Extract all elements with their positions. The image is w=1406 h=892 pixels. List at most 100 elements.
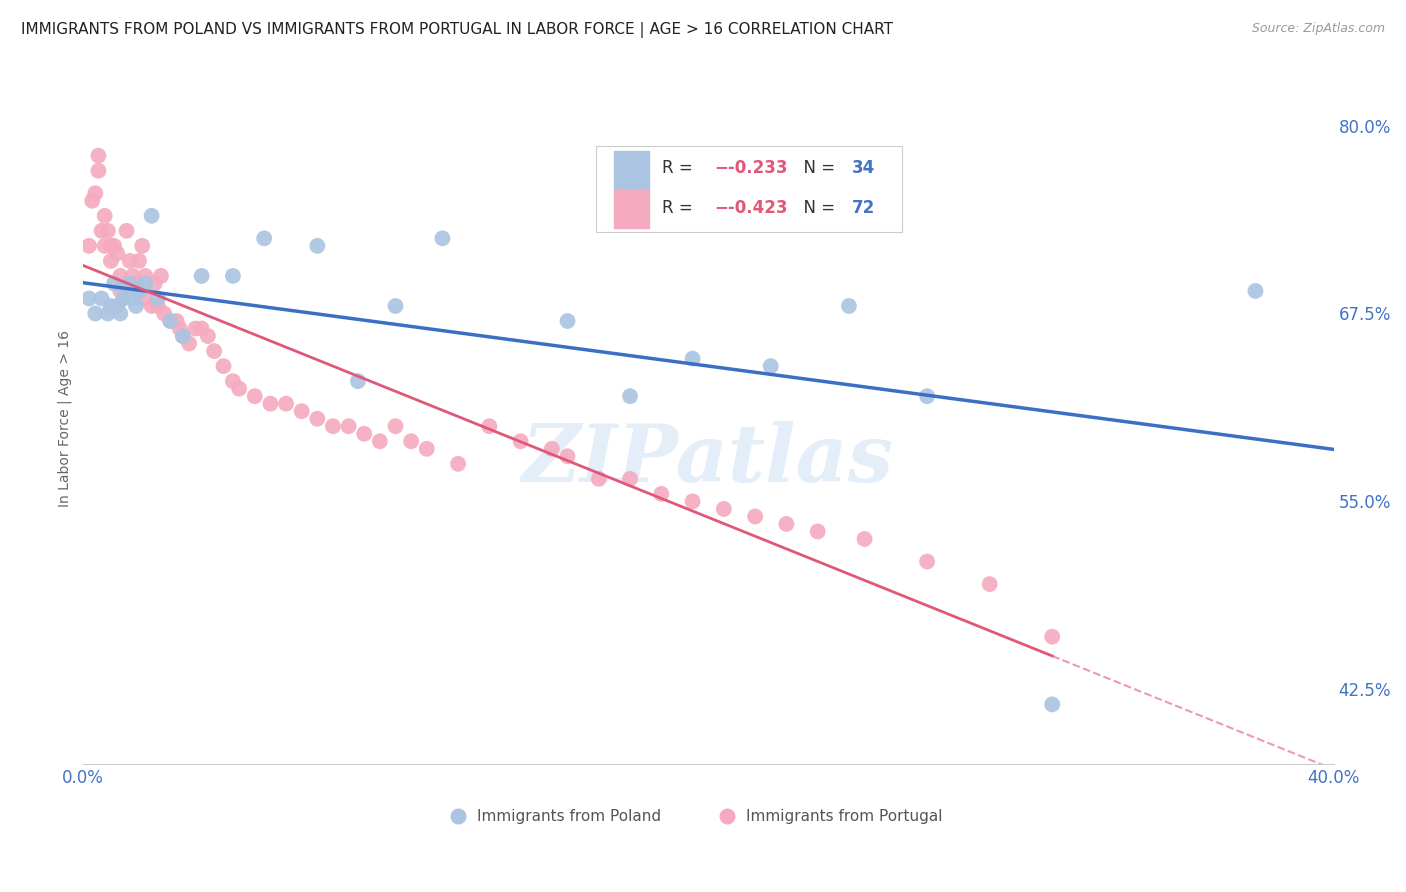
Bar — [614, 190, 650, 228]
Point — [97, 306, 120, 320]
Point — [93, 239, 115, 253]
Point — [103, 239, 125, 253]
Point — [115, 284, 138, 298]
Point — [228, 382, 250, 396]
Text: Source: ZipAtlas.com: Source: ZipAtlas.com — [1251, 22, 1385, 36]
Point — [541, 442, 564, 456]
Point — [112, 292, 135, 306]
Point — [307, 411, 329, 425]
Point — [197, 329, 219, 343]
Point — [121, 268, 143, 283]
Point — [143, 277, 166, 291]
Point — [118, 253, 141, 268]
Point — [121, 292, 143, 306]
Point — [128, 253, 150, 268]
Point — [478, 419, 501, 434]
Point — [432, 231, 454, 245]
Point — [134, 292, 156, 306]
Point — [253, 231, 276, 245]
Text: N =: N = — [793, 159, 841, 177]
Point — [169, 321, 191, 335]
Point — [274, 397, 297, 411]
Point — [190, 268, 212, 283]
Point — [131, 239, 153, 253]
Point — [222, 268, 245, 283]
Point — [159, 314, 181, 328]
Point — [222, 374, 245, 388]
Point — [557, 314, 579, 328]
Point — [146, 292, 169, 306]
Point — [110, 284, 132, 298]
Point — [134, 268, 156, 283]
Text: R =: R = — [662, 159, 697, 177]
Text: −-0.423: −-0.423 — [714, 199, 787, 217]
Point — [105, 299, 128, 313]
Point — [110, 268, 132, 283]
Point — [87, 149, 110, 163]
Point — [100, 239, 122, 253]
Point — [184, 321, 207, 335]
Point — [509, 434, 531, 449]
Text: 72: 72 — [852, 199, 876, 217]
Point — [1040, 698, 1063, 712]
Point — [447, 457, 470, 471]
Point — [77, 292, 100, 306]
Text: ZIPatlas: ZIPatlas — [522, 421, 894, 499]
Point — [105, 246, 128, 260]
Y-axis label: In Labor Force | Age > 16: In Labor Force | Age > 16 — [58, 330, 72, 508]
Point — [557, 450, 579, 464]
Point — [82, 194, 104, 208]
Point — [807, 524, 830, 539]
Point — [134, 277, 156, 291]
Point — [979, 577, 1001, 591]
Point — [744, 509, 766, 524]
Point — [115, 277, 138, 291]
Point — [100, 299, 122, 313]
Point — [93, 209, 115, 223]
Point — [90, 224, 112, 238]
Point — [149, 268, 172, 283]
Point — [212, 359, 235, 373]
Point — [128, 284, 150, 298]
Point — [141, 209, 163, 223]
Point — [115, 224, 138, 238]
Point — [97, 224, 120, 238]
Point — [775, 516, 797, 531]
Point — [838, 299, 860, 313]
Point — [347, 374, 370, 388]
Point — [915, 555, 938, 569]
Point — [682, 494, 704, 508]
Point — [100, 253, 122, 268]
Point — [322, 419, 344, 434]
Point — [90, 292, 112, 306]
Text: IMMIGRANTS FROM POLAND VS IMMIGRANTS FROM PORTUGAL IN LABOR FORCE | AGE > 16 COR: IMMIGRANTS FROM POLAND VS IMMIGRANTS FRO… — [21, 22, 893, 38]
Point — [118, 277, 141, 291]
Point — [172, 329, 194, 343]
FancyBboxPatch shape — [596, 145, 903, 232]
Point — [202, 344, 225, 359]
Point — [619, 389, 641, 403]
Point — [159, 314, 181, 328]
Point — [125, 277, 148, 291]
Point — [759, 359, 782, 373]
Point — [384, 299, 406, 313]
Point — [172, 329, 194, 343]
Point — [166, 314, 188, 328]
Point — [141, 299, 163, 313]
Point — [337, 419, 360, 434]
Point — [153, 306, 176, 320]
Point — [1040, 630, 1063, 644]
Text: Immigrants from Poland: Immigrants from Poland — [477, 809, 661, 824]
Point — [259, 397, 281, 411]
Point — [399, 434, 422, 449]
Point — [125, 299, 148, 313]
Point — [384, 419, 406, 434]
Point — [190, 321, 212, 335]
Point — [112, 292, 135, 306]
Bar — [614, 151, 650, 188]
Point — [307, 239, 329, 253]
Point — [118, 277, 141, 291]
Text: −-0.233: −-0.233 — [714, 159, 787, 177]
Point — [915, 389, 938, 403]
Point — [103, 277, 125, 291]
